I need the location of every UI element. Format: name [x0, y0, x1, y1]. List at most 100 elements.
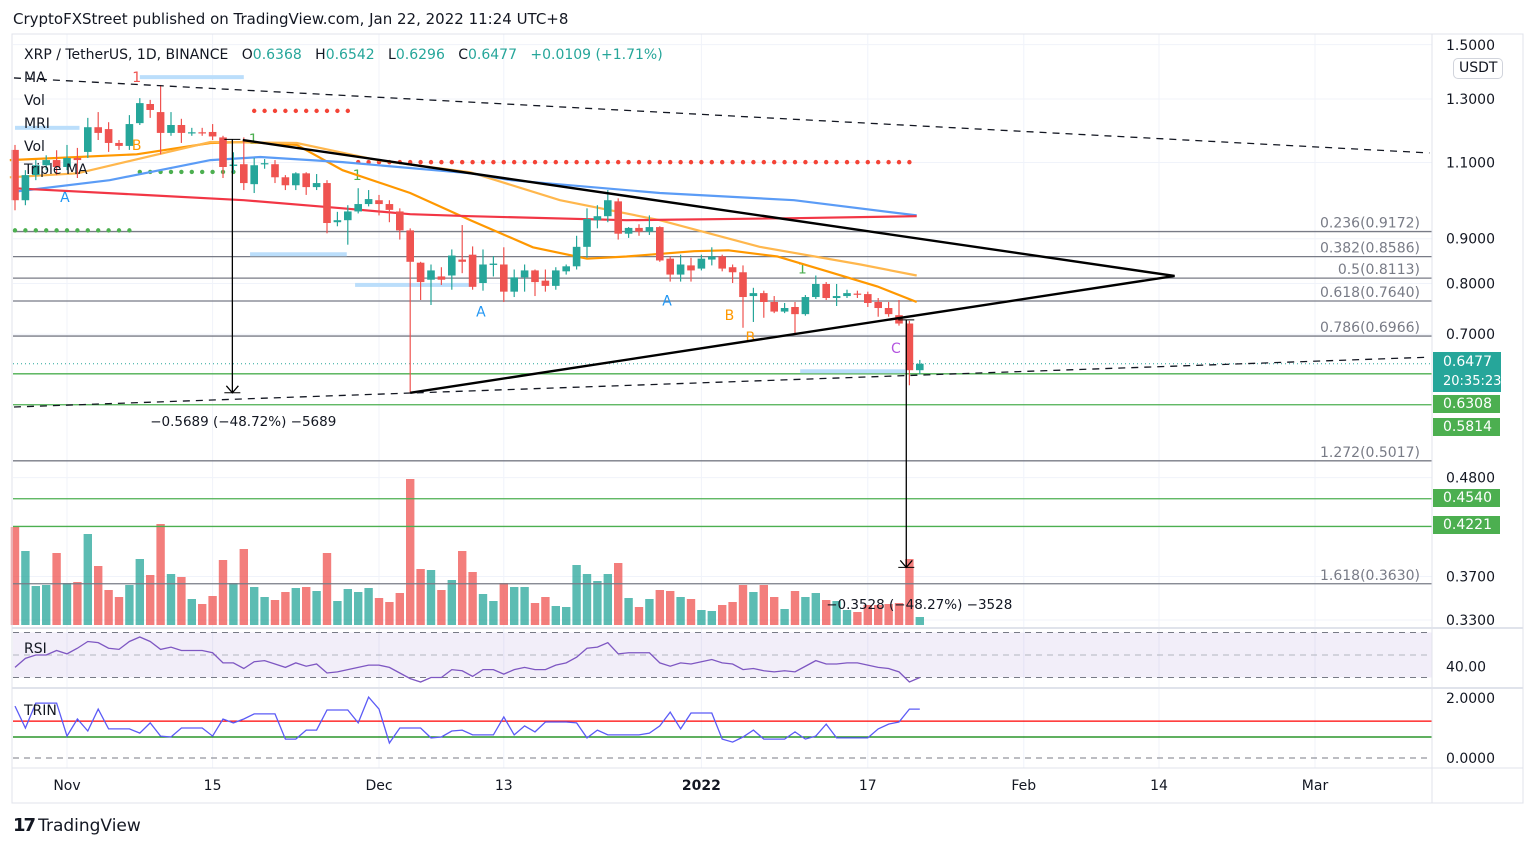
- signal-dot: [543, 159, 548, 165]
- candle-body: [531, 270, 539, 283]
- price-tick-label: 0.9000: [1446, 232, 1495, 248]
- candle-body: [333, 220, 342, 223]
- candle-body: [281, 177, 290, 186]
- time-tick-label: 17: [859, 778, 877, 794]
- candle-body: [125, 124, 134, 146]
- signal-dot: [449, 159, 454, 165]
- signal-dot: [23, 228, 28, 233]
- symmetrical-triangle[interactable]: [242, 138, 1175, 394]
- fib-retracement[interactable]: 0.236(0.9172) 0.382(0.8586) 0.5(0.8113) 0.6…: [13, 216, 1432, 585]
- volume-bar: [530, 603, 540, 625]
- candles: [11, 84, 924, 393]
- drawings[interactable]: −0.5689 (−48.72%) −5689 −0.3528 (−48.27%)…: [13, 77, 1430, 613]
- candle-body: [718, 256, 726, 269]
- candle: [42, 155, 50, 171]
- signal-dot: [699, 159, 704, 165]
- volume-bar: [198, 604, 207, 625]
- symbol-legend: XRP / TetherUS, 1D, BINANCE O0.6368 H0.6…: [24, 47, 663, 63]
- candle: [344, 205, 352, 245]
- candle-body: [32, 165, 40, 176]
- volume-bar: [31, 586, 40, 625]
- signal-dot: [574, 159, 579, 165]
- candle-body: [63, 158, 71, 167]
- candle: [250, 158, 258, 194]
- indicator-mri[interactable]: MRI: [24, 116, 50, 132]
- signal-dot: [106, 228, 111, 233]
- indicator-ma[interactable]: MA: [24, 70, 46, 86]
- candle: [260, 159, 269, 169]
- candle-body: [344, 211, 352, 221]
- indicator-vol[interactable]: Vol: [24, 93, 45, 109]
- candle: [832, 283, 841, 306]
- signal-dot: [532, 159, 538, 165]
- volume-bar: [666, 591, 675, 625]
- candle-body: [832, 296, 841, 299]
- time-tick-label: 13: [495, 778, 513, 794]
- zone-box: [355, 282, 471, 287]
- high-value: 0.6542: [325, 47, 375, 63]
- candle: [676, 254, 685, 282]
- volume-bar: [707, 611, 716, 625]
- indicator-triple-ma[interactable]: Triple MA: [24, 162, 88, 178]
- signal-dot: [813, 159, 818, 165]
- signal-dot: [824, 159, 829, 165]
- rsi-line: [14, 636, 921, 683]
- candle-body: [541, 280, 550, 286]
- time-tick-label: 2022: [682, 778, 721, 794]
- currency-button[interactable]: USDT: [1453, 58, 1504, 79]
- candle: [728, 264, 737, 284]
- signal-dot: [252, 108, 257, 114]
- pattern-label: C: [891, 341, 901, 357]
- signal-dot: [96, 228, 101, 233]
- trin-label: TRIN: [23, 703, 57, 719]
- candle-body: [708, 256, 716, 260]
- open-value: 0.6368: [252, 47, 302, 63]
- volume-bar: [125, 585, 134, 625]
- support-lines[interactable]: [13, 363, 1432, 528]
- volume-bar: [593, 581, 602, 625]
- trin-line: [14, 695, 920, 745]
- volume-bar: [915, 617, 924, 625]
- candle: [468, 246, 477, 290]
- candle: [479, 249, 487, 291]
- candle: [219, 135, 227, 178]
- volume-bar: [385, 602, 394, 625]
- candle-body: [427, 270, 435, 280]
- candle-body: [749, 293, 758, 297]
- volume-bar: [73, 582, 82, 625]
- signal-dot: [553, 159, 558, 165]
- pattern-label: B: [725, 308, 735, 324]
- volume-bar: [718, 605, 727, 625]
- pattern-label: 1: [798, 262, 807, 278]
- candle: [645, 215, 654, 235]
- candle: [11, 144, 19, 211]
- volume-bar: [478, 594, 488, 625]
- candle: [624, 227, 633, 238]
- signal-dot: [501, 159, 506, 165]
- time-tick-label: Mar: [1302, 778, 1329, 794]
- dashed-trendline[interactable]: [13, 77, 1430, 154]
- dashed-trendline[interactable]: [13, 356, 1430, 408]
- price-tick-label: 0.4800: [1446, 471, 1495, 487]
- signal-dot: [657, 159, 662, 165]
- signal-dot: [564, 159, 569, 165]
- signal-dot: [283, 108, 288, 114]
- signal-dot: [324, 108, 330, 114]
- candle-body: [406, 230, 414, 262]
- candle-body: [323, 183, 331, 224]
- candle-body: [208, 131, 217, 137]
- candle: [136, 98, 144, 126]
- indicator-vol-2[interactable]: Vol: [24, 139, 45, 155]
- signal-dot: [605, 159, 610, 165]
- signal-dot: [772, 159, 777, 165]
- tradingview-logo[interactable]: 17 TradingView: [13, 815, 141, 836]
- candle-body: [614, 201, 622, 234]
- candle-body: [812, 283, 820, 298]
- signal-dot: [262, 108, 267, 114]
- candle-body: [874, 301, 882, 309]
- volume-bar: [447, 580, 456, 625]
- candle: [656, 226, 664, 262]
- candle-body: [552, 270, 560, 286]
- volume-bar: [603, 574, 612, 625]
